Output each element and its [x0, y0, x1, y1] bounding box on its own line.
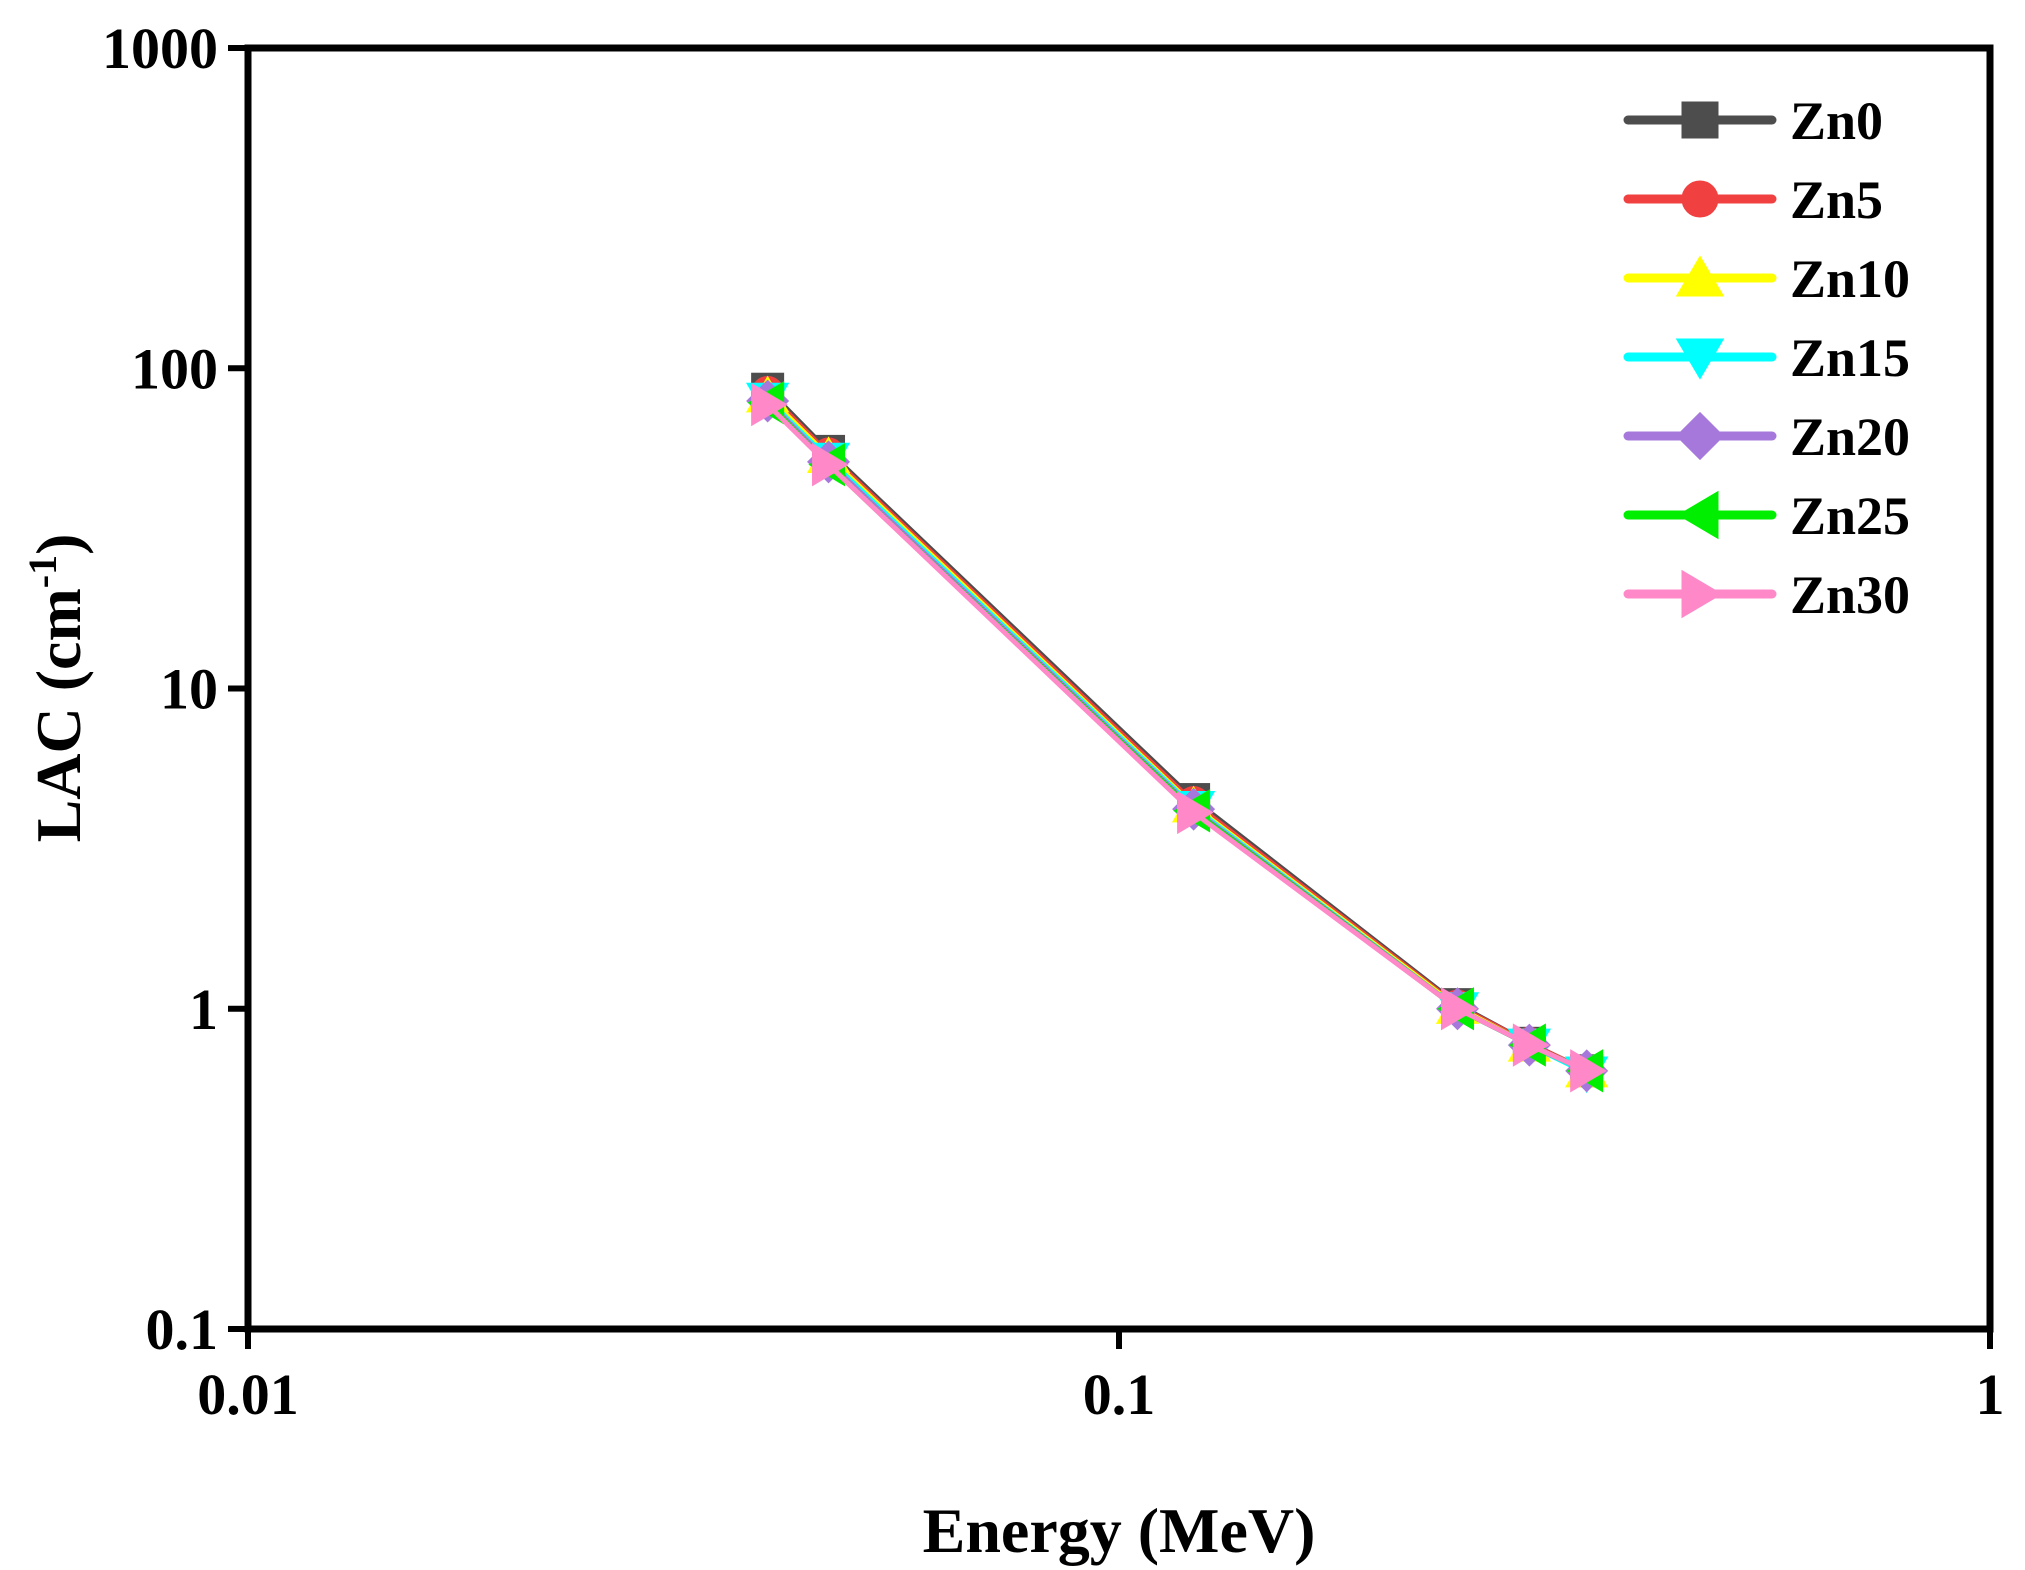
point-Zn30-1	[812, 442, 849, 487]
legend-marker-Zn10	[1675, 255, 1725, 297]
series-Zn30	[751, 382, 1607, 1093]
y-tick-label-3: 100	[131, 336, 218, 401]
legend-marker-Zn15	[1675, 338, 1725, 380]
x-axis-label: Energy (MeV)	[923, 1495, 1316, 1566]
legend-label-Zn15: Zn15	[1790, 328, 1910, 388]
legend-item-Zn5: Zn5	[1623, 170, 1883, 230]
legend-marker-Zn5	[1681, 180, 1719, 218]
point-Zn30-5	[1570, 1049, 1607, 1093]
legend-label-Zn5: Zn5	[1790, 170, 1883, 230]
y-tick-label-2: 10	[160, 657, 218, 722]
y-axis-label: LAC (cm-1)	[20, 534, 94, 843]
legend-label-Zn25: Zn25	[1790, 486, 1910, 546]
y-tick-label-0: 0.1	[146, 1297, 219, 1362]
legend-label-Zn10: Zn10	[1790, 249, 1910, 309]
x-tick-label-1: 0.1	[1083, 1362, 1156, 1427]
point-Zn30-0	[751, 382, 788, 427]
legend-label-Zn20: Zn20	[1790, 407, 1910, 467]
x-tick-label-2: 1	[1976, 1362, 2005, 1427]
legend-marker-Zn30	[1681, 569, 1723, 619]
series-layer	[745, 372, 1609, 1094]
legend-label-Zn0: Zn0	[1790, 91, 1883, 151]
legend-item-Zn0: Zn0	[1623, 91, 1883, 151]
legend-item-Zn20: Zn20	[1623, 407, 1910, 467]
plot-frame	[244, 44, 1994, 1333]
y-axis-label-sup: -1	[20, 555, 65, 588]
point-Zn30-3	[1441, 987, 1478, 1031]
legend-marker-Zn25	[1677, 490, 1719, 540]
y-tick-label-1: 1	[189, 977, 218, 1042]
point-Zn30-2	[1177, 790, 1214, 835]
y-axis-label-main: LAC (cm	[23, 588, 94, 842]
legend-item-Zn25: Zn25	[1623, 486, 1910, 546]
legend-label-Zn30: Zn30	[1790, 565, 1910, 625]
y-tick-label-4: 1000	[102, 16, 218, 81]
legend-item-Zn10: Zn10	[1623, 249, 1910, 309]
legend-item-Zn15: Zn15	[1623, 328, 1910, 388]
legend-marker-Zn20	[1675, 411, 1725, 461]
y-axis-label-close: )	[23, 534, 94, 555]
point-Zn30-4	[1512, 1023, 1550, 1067]
x-tick-label-0: 0.01	[197, 1362, 299, 1427]
legend-marker-Zn0	[1681, 101, 1719, 139]
legend-item-Zn30: Zn30	[1623, 565, 1910, 625]
legend: Zn0 Zn5 Zn10 Zn15 Zn20 Zn25 Zn30	[1623, 91, 1910, 625]
